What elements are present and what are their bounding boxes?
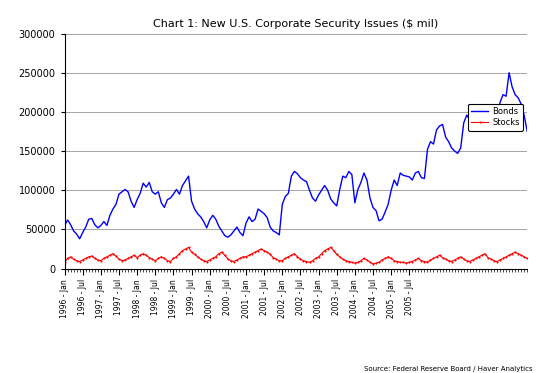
Bonds bbox=[76, 236, 83, 241]
Bonds bbox=[506, 70, 512, 75]
Bonds bbox=[225, 235, 231, 239]
Title: Chart 1: New U.S. Corporate Security Issues ($ mil): Chart 1: New U.S. Corporate Security Iss… bbox=[153, 19, 438, 29]
Bonds bbox=[228, 233, 234, 237]
Bonds bbox=[524, 129, 530, 134]
Stocks bbox=[464, 258, 470, 263]
Stocks bbox=[370, 261, 376, 266]
Stocks bbox=[225, 257, 231, 261]
Stocks bbox=[228, 258, 234, 263]
Line: Stocks: Stocks bbox=[63, 247, 528, 265]
Stocks bbox=[412, 258, 419, 262]
Bonds bbox=[409, 178, 415, 182]
Bonds bbox=[61, 223, 68, 228]
Stocks bbox=[358, 258, 364, 263]
Stocks bbox=[185, 245, 192, 250]
Line: Bonds: Bonds bbox=[65, 73, 527, 239]
Bonds bbox=[358, 180, 364, 185]
Stocks bbox=[61, 260, 68, 264]
Legend: Bonds, Stocks: Bonds, Stocks bbox=[468, 104, 523, 131]
Bonds bbox=[461, 120, 467, 125]
Bonds bbox=[442, 135, 449, 139]
Stocks bbox=[524, 256, 530, 261]
Stocks bbox=[445, 258, 452, 263]
Text: Source: Federal Reserve Board / Haver Analytics: Source: Federal Reserve Board / Haver An… bbox=[364, 366, 533, 372]
